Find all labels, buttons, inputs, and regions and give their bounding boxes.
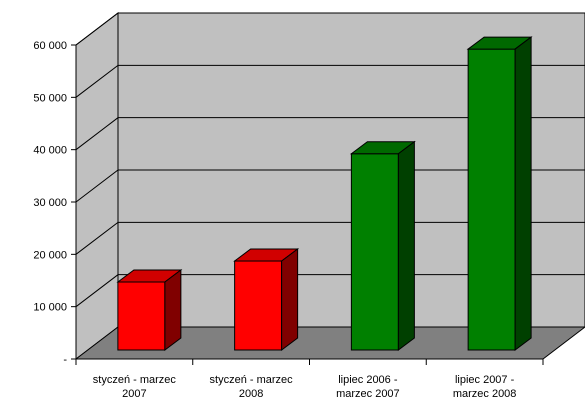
bar-side xyxy=(164,268,182,351)
x-category-label: marzec 2008 xyxy=(453,388,517,400)
y-tick-label: 30 000 xyxy=(33,197,67,209)
gridline xyxy=(75,274,585,308)
y-tick-label: 50 000 xyxy=(33,92,67,104)
bar-front xyxy=(350,153,399,351)
y-tick-label: - xyxy=(63,354,67,366)
x-category-label: styczeń - marzec xyxy=(93,374,177,386)
bars xyxy=(116,36,533,351)
x-axis-category-labels: styczeń - marzec 2007 styczeń - marzec 2008… xyxy=(93,374,517,400)
y-tick-label: 40 000 xyxy=(33,145,67,157)
bar-side xyxy=(397,140,415,351)
bar-front xyxy=(467,48,516,351)
x-category-label: styczeń - marzec xyxy=(210,374,294,386)
x-category-label: 2007 xyxy=(122,388,146,400)
x-category-label: lipiec 2007 - xyxy=(455,374,515,386)
gridline xyxy=(75,64,585,98)
bar-side xyxy=(514,36,532,351)
bar xyxy=(233,248,300,351)
x-category-label: lipiec 2006 - xyxy=(338,374,398,386)
y-tick-label: 10 000 xyxy=(33,302,67,314)
bar-side xyxy=(281,248,299,351)
bar-front xyxy=(234,260,283,351)
gridline xyxy=(75,169,585,203)
y-axis-tick-labels: - 10 000 20 000 30 000 40 000 50 000 60 000 xyxy=(33,40,67,366)
bar xyxy=(349,140,416,351)
bar xyxy=(466,36,533,351)
bar-front xyxy=(117,281,166,351)
y-tick-label: 60 000 xyxy=(33,40,67,52)
axes xyxy=(71,44,544,365)
x-category-label: marzec 2007 xyxy=(336,388,400,400)
x-category-label: 2008 xyxy=(239,388,263,400)
gridline xyxy=(75,12,585,46)
gridline xyxy=(75,221,585,255)
y-tick-label: 20 000 xyxy=(33,249,67,261)
gridlines xyxy=(75,12,585,308)
bar xyxy=(116,268,183,351)
gridline xyxy=(75,117,585,151)
